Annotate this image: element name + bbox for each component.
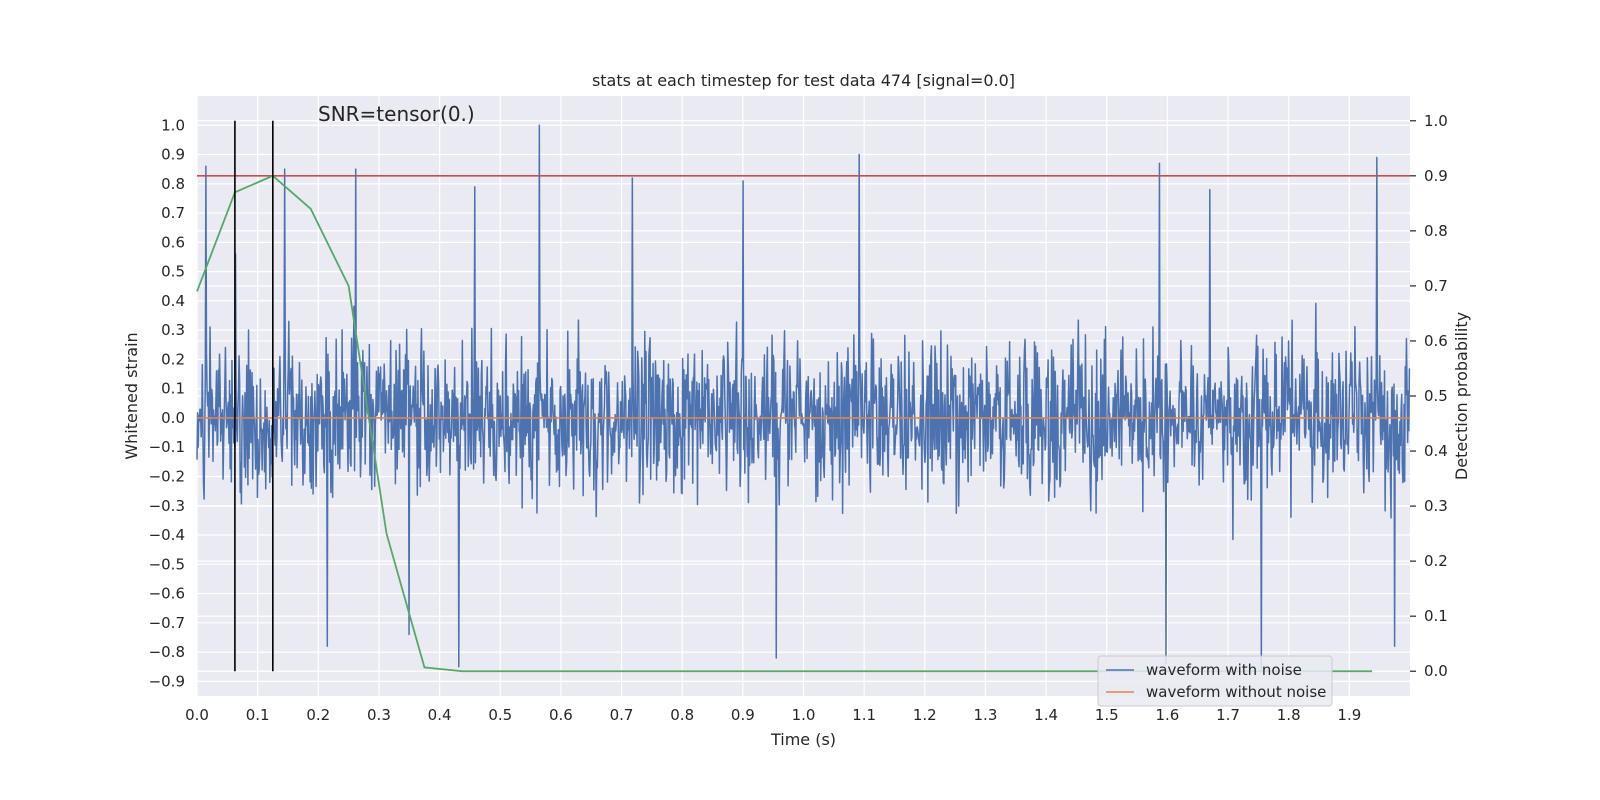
legend-label-noise: waveform with noise — [1146, 661, 1302, 679]
x-tick-label: 0.2 — [306, 706, 330, 724]
y-axis-left: −0.9 −0.8 −0.7 −0.6 −0.5 −0.4 −0.3 −0.2 −0.1 0.0 0… — [149, 116, 185, 690]
x-tick-label: 1.3 — [974, 706, 998, 724]
snr-annotation: SNR=tensor(0.) — [318, 102, 475, 126]
legend-label-clean: waveform without noise — [1146, 683, 1326, 701]
y-left-tick-label: 0.2 — [161, 350, 185, 368]
x-tick-label: 1.6 — [1155, 706, 1179, 724]
y-left-tick-label: −0.4 — [149, 526, 185, 544]
y-left-tick-label: −0.9 — [149, 672, 185, 690]
x-tick-label: 1.4 — [1034, 706, 1058, 724]
series-lines — [196, 120, 1411, 673]
y-left-tick-label: −0.7 — [149, 614, 185, 632]
x-tick-label: 0.4 — [428, 706, 452, 724]
x-tick-label: 1.2 — [913, 706, 937, 724]
y-right-tick-label: 0.9 — [1424, 167, 1448, 185]
y-axis-right: 0.0 0.1 0.2 0.3 0.4 0.5 0.6 0.7 0.8 0.9 1.0 — [1410, 112, 1448, 680]
x-tick-label: 1.1 — [852, 706, 876, 724]
x-tick-label: 0.6 — [549, 706, 573, 724]
y-right-tick-label: 0.4 — [1424, 442, 1448, 460]
x-tick-label: 1.7 — [1216, 706, 1240, 724]
y-right-tick-label: 0.0 — [1424, 662, 1448, 680]
y-left-tick-label: −0.2 — [149, 467, 185, 485]
y-left-tick-label: 0.3 — [161, 321, 185, 339]
y-right-tick-label: 1.0 — [1424, 112, 1448, 130]
y-right-tick-label: 0.6 — [1424, 332, 1448, 350]
y-left-tick-label: 0.6 — [161, 233, 185, 251]
y-left-tick-label: −0.3 — [149, 497, 185, 515]
y-left-tick-label: 0.0 — [161, 409, 185, 427]
y-right-tick-label: 0.3 — [1424, 497, 1448, 515]
y-axis-right-label: Detection probability — [1452, 312, 1471, 480]
y-left-tick-label: 0.8 — [161, 175, 185, 193]
x-tick-label: 1.5 — [1095, 706, 1119, 724]
legend-box — [1097, 655, 1333, 707]
x-tick-label: 0.3 — [367, 706, 391, 724]
y-right-tick-label: 0.5 — [1424, 387, 1448, 405]
y-axis-left-label: Whitened strain — [122, 332, 141, 459]
y-right-tick-label: 0.1 — [1424, 607, 1448, 625]
y-left-tick-label: −0.1 — [149, 438, 185, 456]
x-tick-label: 0.9 — [731, 706, 755, 724]
y-right-tick-label: 0.8 — [1424, 222, 1448, 240]
x-axis: 0.0 0.1 0.2 0.3 0.4 0.5 0.6 0.7 0.8 0.9 1.0 1.1 1.2 1… — [185, 706, 1361, 724]
y-left-tick-label: 0.4 — [161, 292, 185, 310]
x-tick-label: 0.7 — [610, 706, 634, 724]
y-right-tick-label: 0.7 — [1424, 277, 1448, 295]
y-left-tick-label: −0.6 — [149, 585, 185, 603]
y-left-tick-label: 1.0 — [161, 116, 185, 134]
x-tick-label: 1.9 — [1337, 706, 1361, 724]
y-left-tick-label: −0.8 — [149, 643, 185, 661]
y-right-tick-label: 0.2 — [1424, 552, 1448, 570]
x-tick-label: 1.0 — [792, 706, 816, 724]
chart-title: stats at each timestep for test data 474… — [592, 71, 1015, 90]
series-waveform-with-noise — [196, 124, 1411, 671]
y-left-tick-label: 0.9 — [161, 146, 185, 164]
x-tick-label: 0.5 — [488, 706, 512, 724]
y-left-tick-label: 0.1 — [161, 380, 185, 398]
legend: waveform with noise waveform without noi… — [1097, 655, 1333, 707]
x-tick-label: 0.0 — [185, 706, 209, 724]
x-tick-label: 0.1 — [246, 706, 270, 724]
y-left-tick-label: 0.7 — [161, 204, 185, 222]
x-tick-label: 0.8 — [670, 706, 694, 724]
x-tick-label: 1.8 — [1277, 706, 1301, 724]
y-left-tick-label: 0.5 — [161, 263, 185, 281]
y-left-tick-label: −0.5 — [149, 555, 185, 573]
x-axis-label: Time (s) — [770, 730, 836, 749]
